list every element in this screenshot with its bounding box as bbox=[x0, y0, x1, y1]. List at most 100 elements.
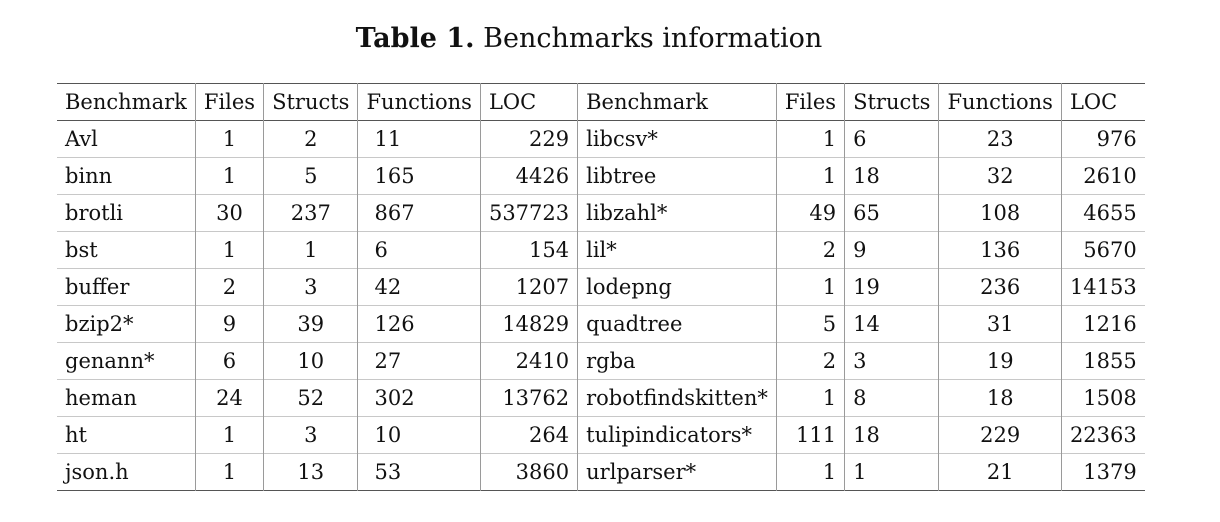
header-cell: Structs bbox=[844, 83, 940, 121]
table-row: heman 24 52 302 13762 robotfindskitten* 1 8 18 15… bbox=[57, 379, 1145, 417]
structs-cell: 14 bbox=[844, 305, 940, 343]
files-cell: 1 bbox=[195, 416, 265, 454]
functions-cell: 236 bbox=[938, 268, 1062, 306]
files-cell: 6 bbox=[195, 342, 265, 380]
files-cell: 1 bbox=[776, 157, 846, 195]
table-row: Avl 1 2 11 229 libcsv* 1 6 23 976 bbox=[57, 120, 1145, 158]
functions-cell: 6 bbox=[357, 231, 481, 269]
benchmark-name: rgba bbox=[577, 342, 777, 380]
functions-cell: 108 bbox=[938, 194, 1062, 232]
table-row: bzip2* 9 39 126 14829 quadtree 5 14 31 1216 bbox=[57, 305, 1145, 343]
functions-cell: 19 bbox=[938, 342, 1062, 380]
benchmark-name: lil* bbox=[577, 231, 777, 269]
functions-cell: 10 bbox=[357, 416, 481, 454]
loc-cell: 13762 bbox=[480, 379, 579, 417]
benchmark-name: genann* bbox=[57, 342, 196, 380]
benchmark-name: json.h bbox=[57, 453, 196, 491]
files-cell: 9 bbox=[195, 305, 265, 343]
structs-cell: 3 bbox=[263, 268, 359, 306]
files-cell: 1 bbox=[195, 453, 265, 491]
header-cell: Structs bbox=[263, 83, 359, 121]
files-cell: 5 bbox=[776, 305, 846, 343]
table-row: ht 1 3 10 264 tulipindicators* 111 18 229 22363 bbox=[57, 416, 1145, 454]
files-cell: 24 bbox=[195, 379, 265, 417]
structs-cell: 13 bbox=[263, 453, 359, 491]
functions-cell: 18 bbox=[938, 379, 1062, 417]
files-cell: 111 bbox=[776, 416, 846, 454]
benchmark-name: brotli bbox=[57, 194, 196, 232]
benchmarks-table: Benchmark Files Structs Functions LOC Be… bbox=[57, 83, 1145, 491]
loc-cell: 1216 bbox=[1083, 312, 1137, 336]
structs-cell: 18 bbox=[844, 416, 940, 454]
header-cell: LOC bbox=[480, 83, 579, 121]
benchmark-name: tulipindicators* bbox=[577, 416, 777, 454]
loc-cell: 3860 bbox=[480, 453, 579, 491]
header-cell: Files bbox=[776, 83, 846, 121]
structs-cell: 3 bbox=[844, 342, 940, 380]
functions-cell: 126 bbox=[357, 305, 481, 343]
caption-text: Benchmarks information bbox=[483, 23, 823, 54]
functions-cell: 42 bbox=[357, 268, 481, 306]
structs-cell: 3 bbox=[263, 416, 359, 454]
header-cell: Benchmark bbox=[577, 83, 777, 121]
structs-cell: 1 bbox=[844, 453, 940, 491]
table-row: json.h 1 13 53 3860 urlparser* 1 1 21 1379 bbox=[57, 453, 1145, 491]
functions-cell: 165 bbox=[357, 157, 481, 195]
benchmark-name: urlparser* bbox=[577, 453, 777, 491]
table-row: bst 1 1 6 154 lil* 2 9 136 5670 bbox=[57, 231, 1145, 269]
benchmark-name: heman bbox=[57, 379, 196, 417]
benchmark-name: buffer bbox=[57, 268, 196, 306]
structs-cell: 1 bbox=[263, 231, 359, 269]
structs-cell: 19 bbox=[844, 268, 940, 306]
loc-cell: 154 bbox=[480, 231, 579, 269]
benchmark-name: robotfindskitten* bbox=[577, 379, 777, 417]
structs-cell: 8 bbox=[844, 379, 940, 417]
functions-cell: 302 bbox=[357, 379, 481, 417]
files-cell: 30 bbox=[195, 194, 265, 232]
functions-cell: 53 bbox=[357, 453, 481, 491]
structs-cell: 52 bbox=[263, 379, 359, 417]
benchmark-name: libcsv* bbox=[577, 120, 777, 158]
functions-cell: 27 bbox=[357, 342, 481, 380]
loc-cell: 976 bbox=[1096, 127, 1137, 151]
table-row: buffer 2 3 42 1207 lodepng 1 19 236 14153 bbox=[57, 268, 1145, 306]
files-cell: 1 bbox=[776, 379, 846, 417]
loc-cell: 5670 bbox=[1083, 238, 1137, 262]
loc-cell: 22363 bbox=[1069, 423, 1137, 447]
loc-cell: 4426 bbox=[480, 157, 579, 195]
header-cell: Benchmark bbox=[57, 83, 196, 121]
files-cell: 1 bbox=[776, 120, 846, 158]
header-row: Benchmark Files Structs Functions LOC Be… bbox=[57, 83, 1145, 121]
caption-label: Table 1. bbox=[355, 23, 475, 54]
structs-cell: 6 bbox=[844, 120, 940, 158]
structs-cell: 10 bbox=[263, 342, 359, 380]
loc-cell: 4655 bbox=[1083, 201, 1137, 225]
header-cell: Functions bbox=[938, 83, 1062, 121]
files-cell: 1 bbox=[195, 157, 265, 195]
functions-cell: 32 bbox=[938, 157, 1062, 195]
functions-cell: 867 bbox=[357, 194, 481, 232]
loc-cell: 1207 bbox=[480, 268, 579, 306]
loc-cell: 264 bbox=[480, 416, 579, 454]
benchmark-name: ht bbox=[57, 416, 196, 454]
structs-cell: 2 bbox=[263, 120, 359, 158]
benchmark-name: libtree bbox=[577, 157, 777, 195]
structs-cell: 237 bbox=[263, 194, 359, 232]
functions-cell: 23 bbox=[938, 120, 1062, 158]
structs-cell: 18 bbox=[844, 157, 940, 195]
files-cell: 1 bbox=[195, 120, 265, 158]
files-cell: 1 bbox=[776, 453, 846, 491]
benchmark-name: libzahl* bbox=[577, 194, 777, 232]
functions-cell: 31 bbox=[938, 305, 1062, 343]
loc-cell: 14829 bbox=[480, 305, 579, 343]
files-cell: 49 bbox=[776, 194, 846, 232]
table-row: brotli 30 237 867 537723 libzahl* 49 65 108 4655 bbox=[57, 194, 1145, 232]
structs-cell: 9 bbox=[844, 231, 940, 269]
loc-cell: 229 bbox=[480, 120, 579, 158]
files-cell: 2 bbox=[776, 342, 846, 380]
loc-cell: 2610 bbox=[1083, 164, 1137, 188]
loc-cell: 1379 bbox=[1083, 460, 1137, 484]
files-cell: 2 bbox=[776, 231, 846, 269]
benchmark-name: quadtree bbox=[577, 305, 777, 343]
benchmark-name: bzip2* bbox=[57, 305, 196, 343]
